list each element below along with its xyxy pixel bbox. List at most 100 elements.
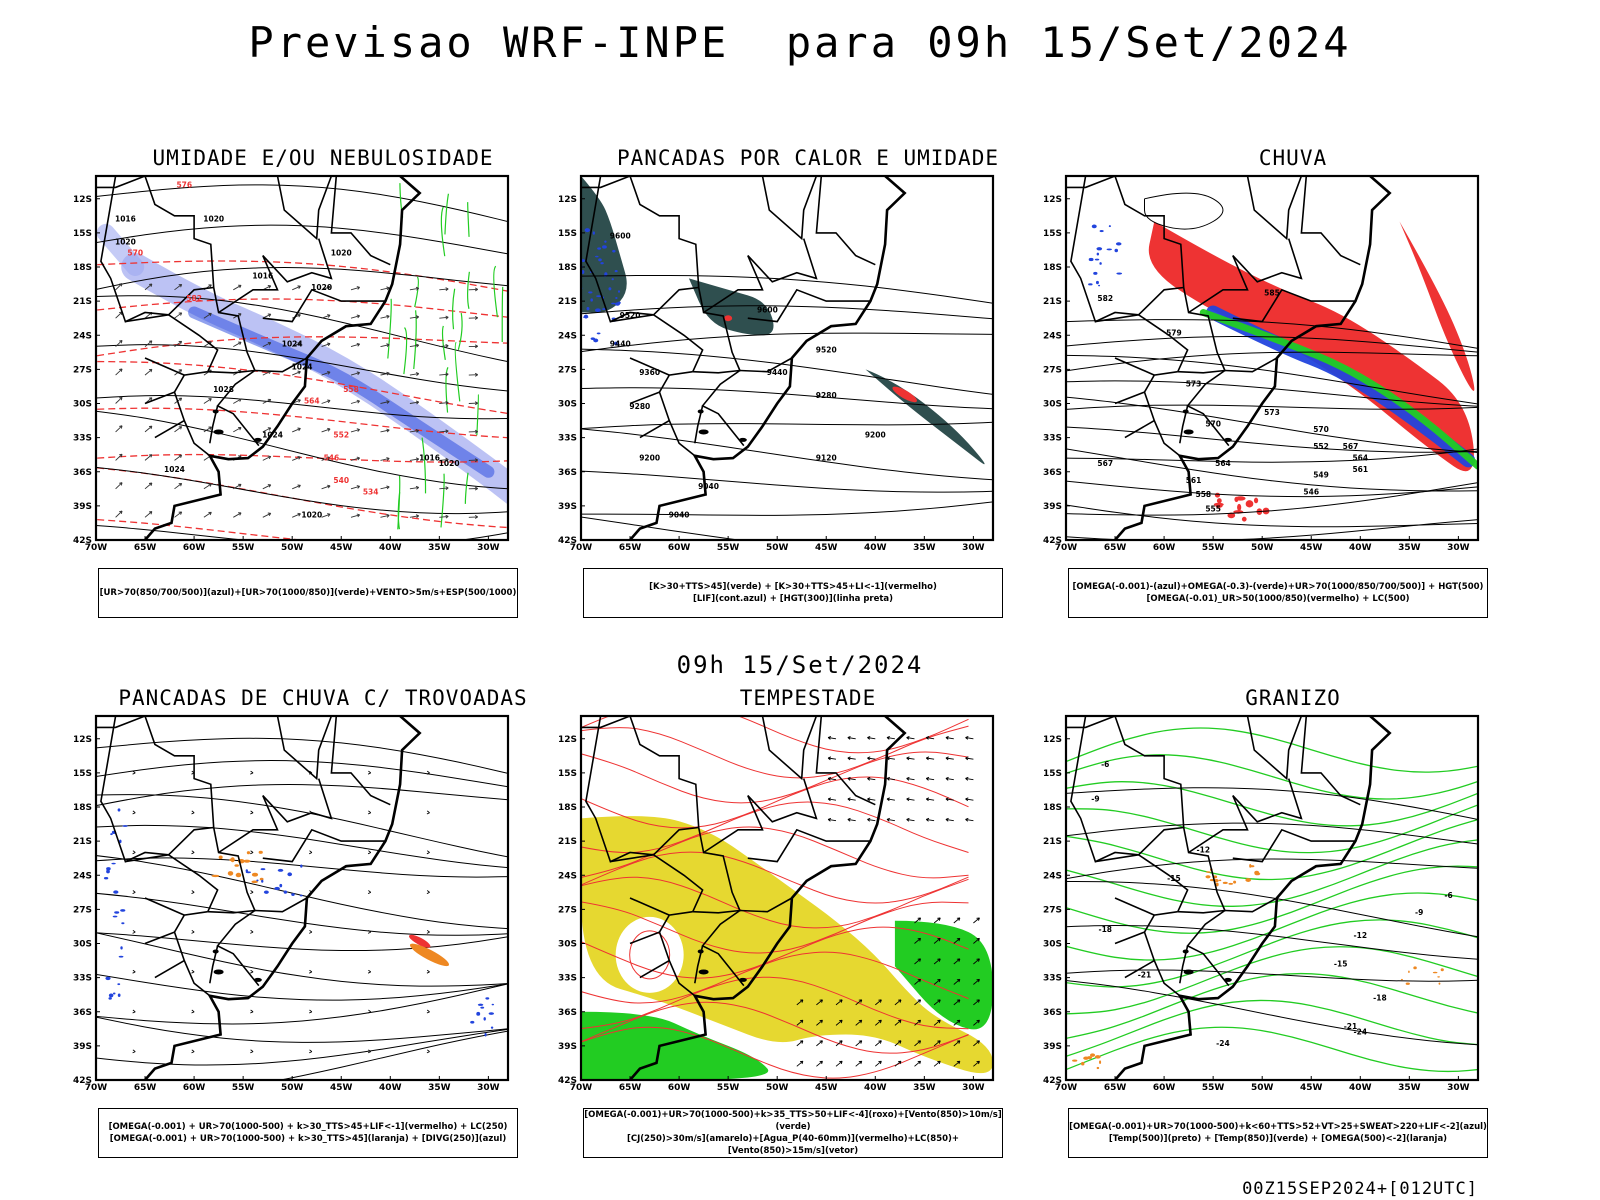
lat-label: 27S bbox=[1043, 905, 1062, 915]
temp850-contour bbox=[1085, 809, 1087, 813]
divg-blue bbox=[110, 833, 113, 836]
lon-label: 65W bbox=[619, 1083, 642, 1093]
main-title: Previsao WRF-INPE para 09h 15/Set/2024 bbox=[248, 18, 1352, 67]
humidity-contour bbox=[493, 265, 499, 318]
lat-label: 18S bbox=[73, 803, 92, 813]
lif-contour bbox=[608, 287, 612, 291]
country-border bbox=[254, 357, 308, 373]
omega-green bbox=[1199, 309, 1478, 470]
wind-vector bbox=[468, 458, 479, 463]
omega500 bbox=[1228, 882, 1234, 885]
streamline bbox=[96, 983, 508, 1025]
wind-vector bbox=[233, 341, 242, 347]
humidity-contour bbox=[441, 325, 446, 360]
wind-vector bbox=[886, 817, 895, 822]
divg-blue bbox=[103, 876, 109, 880]
streamline-850 bbox=[581, 951, 969, 1004]
contour-label: 561 bbox=[1186, 476, 1202, 485]
omega-blue bbox=[1093, 271, 1098, 275]
omega500 bbox=[1405, 982, 1410, 985]
red-dash bbox=[224, 217, 233, 221]
wind-vector bbox=[867, 817, 876, 822]
country-border bbox=[330, 715, 391, 806]
wind-vector bbox=[965, 756, 974, 761]
lat-label: 42S bbox=[1043, 536, 1062, 546]
contour-label: -15 bbox=[1334, 959, 1348, 968]
wind-vector bbox=[144, 454, 153, 461]
wind-vector bbox=[914, 1040, 922, 1047]
red-cell bbox=[892, 386, 918, 403]
country-border bbox=[639, 959, 670, 979]
omega-blue bbox=[1096, 247, 1103, 251]
country-border bbox=[100, 715, 169, 863]
lat-label: 36S bbox=[73, 1008, 92, 1018]
legend-line: [OMEGA(-0.001) + UR>70(1000-500) + k>30_… bbox=[109, 1134, 507, 1144]
lon-label: 40W bbox=[1349, 543, 1372, 553]
lat-label: 18S bbox=[1043, 263, 1062, 273]
lat-label: 36S bbox=[1043, 1008, 1062, 1018]
pressure-isobar bbox=[96, 295, 508, 363]
hgt500-contour bbox=[1066, 448, 1478, 463]
omega-blue bbox=[1095, 280, 1099, 285]
country-border bbox=[585, 175, 654, 323]
lat-label: 15S bbox=[1043, 769, 1062, 779]
temp850-contour bbox=[1066, 727, 1478, 773]
thunder-orange bbox=[259, 877, 264, 881]
streamline-arrow bbox=[132, 929, 136, 934]
lat-label: 15S bbox=[73, 769, 92, 779]
wind-vector bbox=[847, 817, 856, 822]
country-border bbox=[1232, 288, 1356, 323]
temp850-contour bbox=[1066, 839, 1478, 907]
country-border bbox=[1070, 715, 1139, 863]
wind-vector bbox=[292, 427, 301, 433]
lon-label: 60W bbox=[1153, 1083, 1176, 1093]
contour-label: 1016 bbox=[115, 215, 136, 224]
wind-vector bbox=[409, 400, 420, 405]
wind-vector bbox=[835, 1040, 843, 1047]
contour-label: 9520 bbox=[620, 311, 641, 320]
lif-contour bbox=[611, 278, 614, 281]
divg-blue bbox=[106, 869, 110, 874]
contour-label: 582 bbox=[186, 294, 202, 303]
country-border bbox=[1300, 715, 1361, 806]
country-border bbox=[761, 175, 818, 241]
lon-label: 50W bbox=[766, 543, 789, 553]
lon-label: 30W bbox=[1447, 1083, 1470, 1093]
country-border bbox=[761, 715, 818, 781]
wind-vector bbox=[439, 400, 449, 405]
lat-label: 21S bbox=[73, 297, 92, 307]
wind-vector bbox=[233, 483, 242, 490]
wind-vector bbox=[439, 486, 449, 491]
contour-label: 1024 bbox=[282, 340, 303, 349]
divg-blue bbox=[120, 909, 126, 912]
red-dash bbox=[194, 266, 197, 269]
contour-label: 9040 bbox=[669, 510, 690, 519]
wind-vector bbox=[973, 937, 980, 944]
streamline-arrow bbox=[367, 890, 372, 895]
panel-legend: [OMEGA(-0.001)+UR>70(1000-500)+k<60+TTS>… bbox=[1068, 1108, 1488, 1158]
streamline-850 bbox=[629, 930, 671, 980]
omega500 bbox=[1440, 968, 1444, 972]
lat-label: 12S bbox=[73, 195, 92, 205]
country-border bbox=[144, 391, 175, 405]
wind-vector bbox=[468, 372, 479, 377]
wind-vector bbox=[933, 937, 941, 944]
wind-vector bbox=[886, 735, 895, 740]
wind-vector bbox=[203, 483, 212, 490]
lon-label: 40W bbox=[379, 543, 402, 553]
coastline bbox=[629, 715, 907, 1081]
country-border bbox=[653, 826, 699, 856]
streamline-arrow bbox=[367, 969, 372, 974]
wind-vector bbox=[350, 371, 361, 376]
omega500 bbox=[1432, 971, 1438, 974]
country-border bbox=[1095, 313, 1189, 373]
omega-blue bbox=[1094, 258, 1100, 261]
lat-label: 42S bbox=[558, 1076, 577, 1086]
divg-blue bbox=[118, 955, 124, 958]
divg-blue bbox=[105, 976, 111, 981]
streamline-arrow bbox=[250, 929, 254, 934]
country-border bbox=[154, 959, 185, 979]
contour-label: 9440 bbox=[767, 368, 788, 377]
temp850-contour bbox=[1100, 867, 1103, 870]
moisture-band-light bbox=[96, 223, 145, 276]
